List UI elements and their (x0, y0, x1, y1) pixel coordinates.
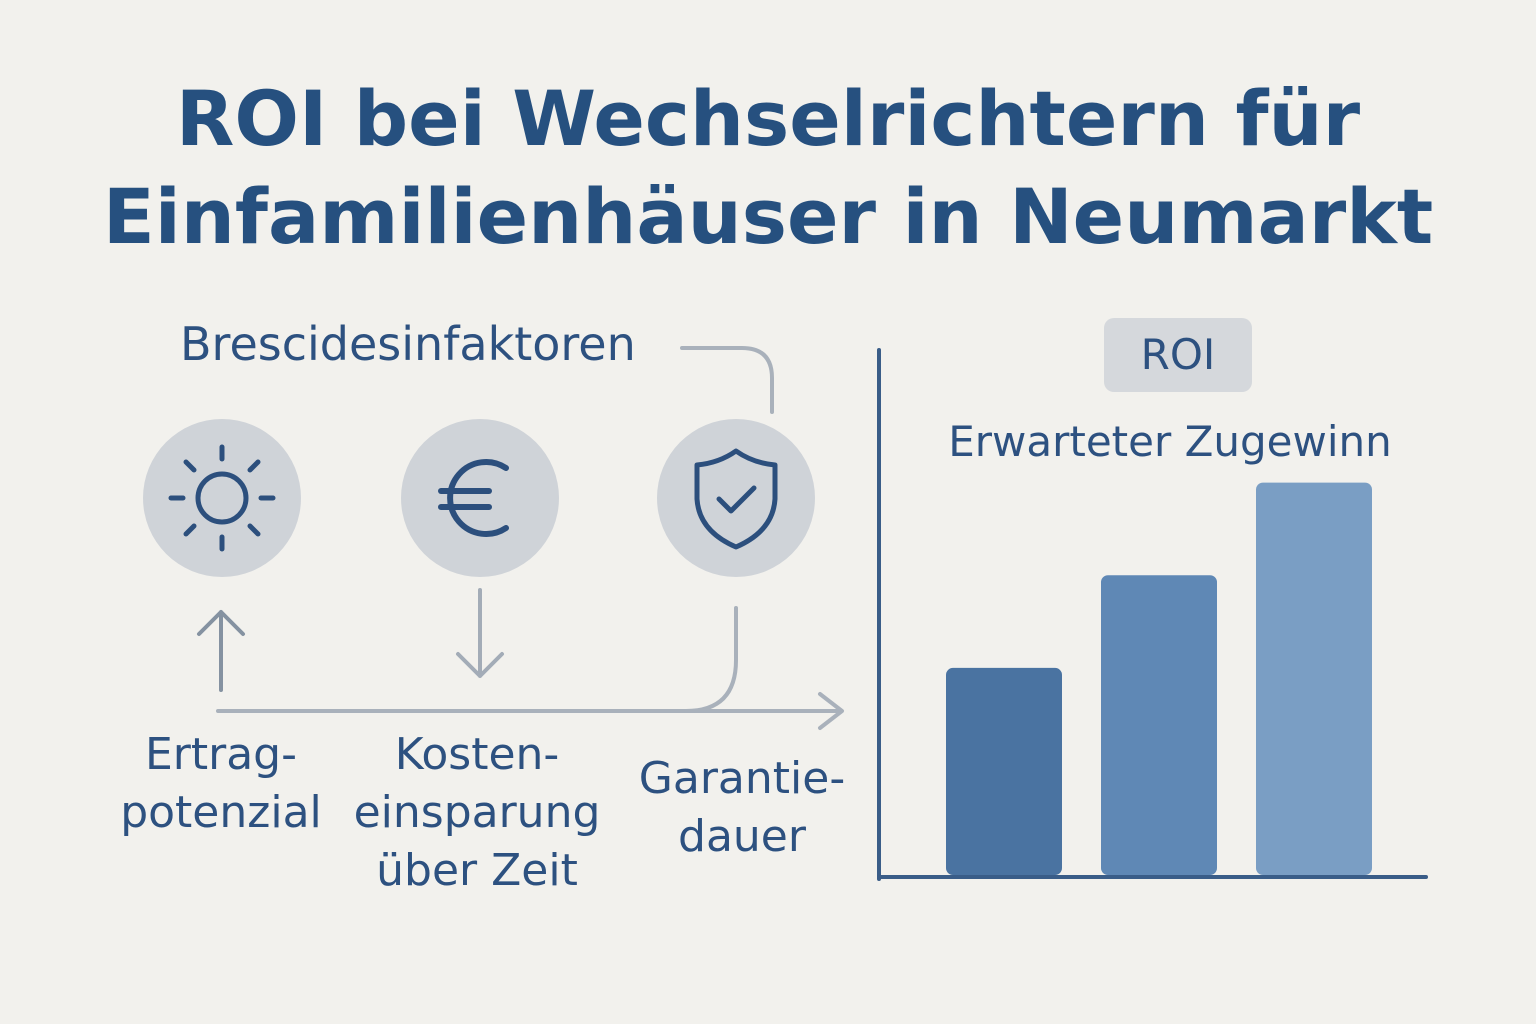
title-line-2: Einfamilienhäuser in Neumarkt (102, 172, 1434, 261)
shield-connector-line (684, 606, 738, 713)
factor-label-ertrag: Ertrag- potenzial (96, 726, 346, 842)
bar-group (946, 482, 1372, 875)
page-title: ROI bei Wechselrichtern für Einfamilienh… (0, 70, 1536, 266)
euro-icon (401, 419, 559, 577)
roi-badge: ROI (1104, 318, 1252, 392)
flow-arrow (216, 692, 844, 730)
factor-label-kosten: Kosten- einsparung über Zeit (346, 726, 608, 900)
factor-label-line: Ertrag- (144, 729, 297, 780)
shield-check-icon (657, 419, 815, 577)
factor-label-line: Garantie- (638, 753, 846, 804)
factor-label-line: einsparung (353, 787, 601, 838)
up-arrow (197, 610, 245, 692)
heading-connector-line (680, 346, 774, 414)
factor-label-line: dauer (678, 811, 806, 862)
factor-label-line: über Zeit (376, 845, 578, 896)
roi-bar-1 (946, 667, 1062, 875)
factor-label-line: potenzial (120, 787, 322, 838)
roi-bar-3 (1256, 482, 1372, 875)
roi-bar-2 (1101, 575, 1217, 875)
factors-heading: Brescidesinfaktoren (180, 317, 636, 371)
factor-label-line: Kosten- (394, 729, 560, 780)
chart-subtitle: Erwarteter Zugewinn (948, 417, 1392, 466)
title-line-1: ROI bei Wechselrichtern für (175, 74, 1361, 163)
sun-icon (143, 419, 301, 577)
down-arrow (456, 588, 504, 678)
factor-label-garantie: Garantie- dauer (622, 750, 862, 866)
